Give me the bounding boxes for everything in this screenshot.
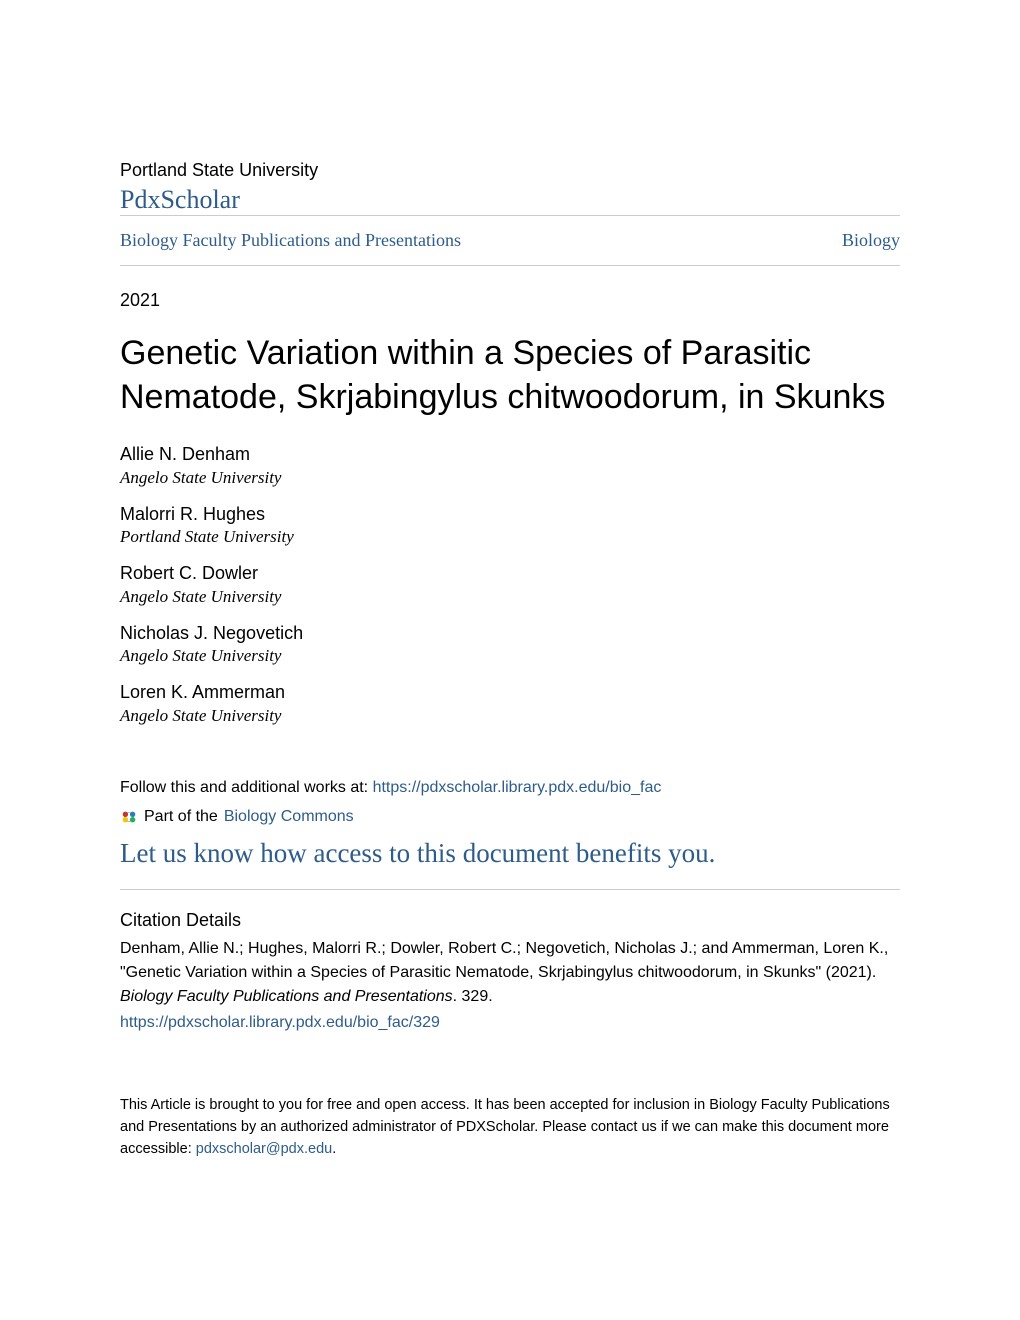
citation-source: Biology Faculty Publications and Present…: [120, 988, 453, 1005]
network-icon: [120, 808, 138, 826]
repository-link[interactable]: PdxScholar: [120, 185, 240, 214]
contact-email-link[interactable]: pdxscholar@pdx.edu: [196, 1141, 332, 1157]
follow-line: Follow this and additional works at: htt…: [120, 775, 900, 801]
department-link[interactable]: Biology: [842, 230, 900, 251]
author-affiliation: Angelo State University: [120, 645, 900, 667]
divider-breadcrumb: [120, 265, 900, 266]
author-name: Loren K. Ammerman: [120, 681, 900, 704]
author-block: Allie N. Denham Angelo State University: [120, 443, 900, 488]
citation-authors-line: Denham, Allie N.; Hughes, Malorri R.; Do…: [120, 940, 888, 981]
footer-text: This Article is brought to you for free …: [120, 1095, 900, 1160]
collection-link[interactable]: Biology Faculty Publications and Present…: [120, 230, 461, 251]
page-header: Portland State University PdxScholar: [120, 160, 900, 215]
follow-url-link[interactable]: https://pdxscholar.library.pdx.edu/bio_f…: [373, 779, 662, 796]
author-affiliation: Angelo State University: [120, 467, 900, 489]
author-block: Nicholas J. Negovetich Angelo State Univ…: [120, 622, 900, 667]
author-name: Malorri R. Hughes: [120, 503, 900, 526]
benefits-link[interactable]: Let us know how access to this document …: [120, 832, 900, 875]
breadcrumb: Biology Faculty Publications and Present…: [120, 216, 900, 265]
author-affiliation: Angelo State University: [120, 705, 900, 727]
citation-heading: Citation Details: [120, 910, 900, 931]
university-name: Portland State University: [120, 160, 900, 181]
citation-suffix: . 329.: [453, 988, 493, 1005]
divider-citation: [120, 889, 900, 890]
author-block: Loren K. Ammerman Angelo State Universit…: [120, 681, 900, 726]
citation-url-link[interactable]: https://pdxscholar.library.pdx.edu/bio_f…: [120, 1011, 900, 1035]
author-name: Nicholas J. Negovetich: [120, 622, 900, 645]
follow-prefix: Follow this and additional works at:: [120, 779, 373, 796]
commons-link[interactable]: Biology Commons: [224, 804, 354, 830]
publication-year: 2021: [120, 290, 900, 311]
part-of-prefix: Part of the: [144, 804, 218, 830]
footer-suffix: .: [332, 1141, 336, 1157]
author-name: Robert C. Dowler: [120, 562, 900, 585]
author-block: Robert C. Dowler Angelo State University: [120, 562, 900, 607]
author-affiliation: Portland State University: [120, 526, 900, 548]
citation-body: Denham, Allie N.; Hughes, Malorri R.; Do…: [120, 937, 900, 1035]
author-name: Allie N. Denham: [120, 443, 900, 466]
part-of-row: Part of the Biology Commons: [120, 804, 900, 830]
paper-title: Genetic Variation within a Species of Pa…: [120, 331, 900, 419]
author-block: Malorri R. Hughes Portland State Univers…: [120, 503, 900, 548]
author-affiliation: Angelo State University: [120, 586, 900, 608]
follow-section: Follow this and additional works at: htt…: [120, 775, 900, 875]
